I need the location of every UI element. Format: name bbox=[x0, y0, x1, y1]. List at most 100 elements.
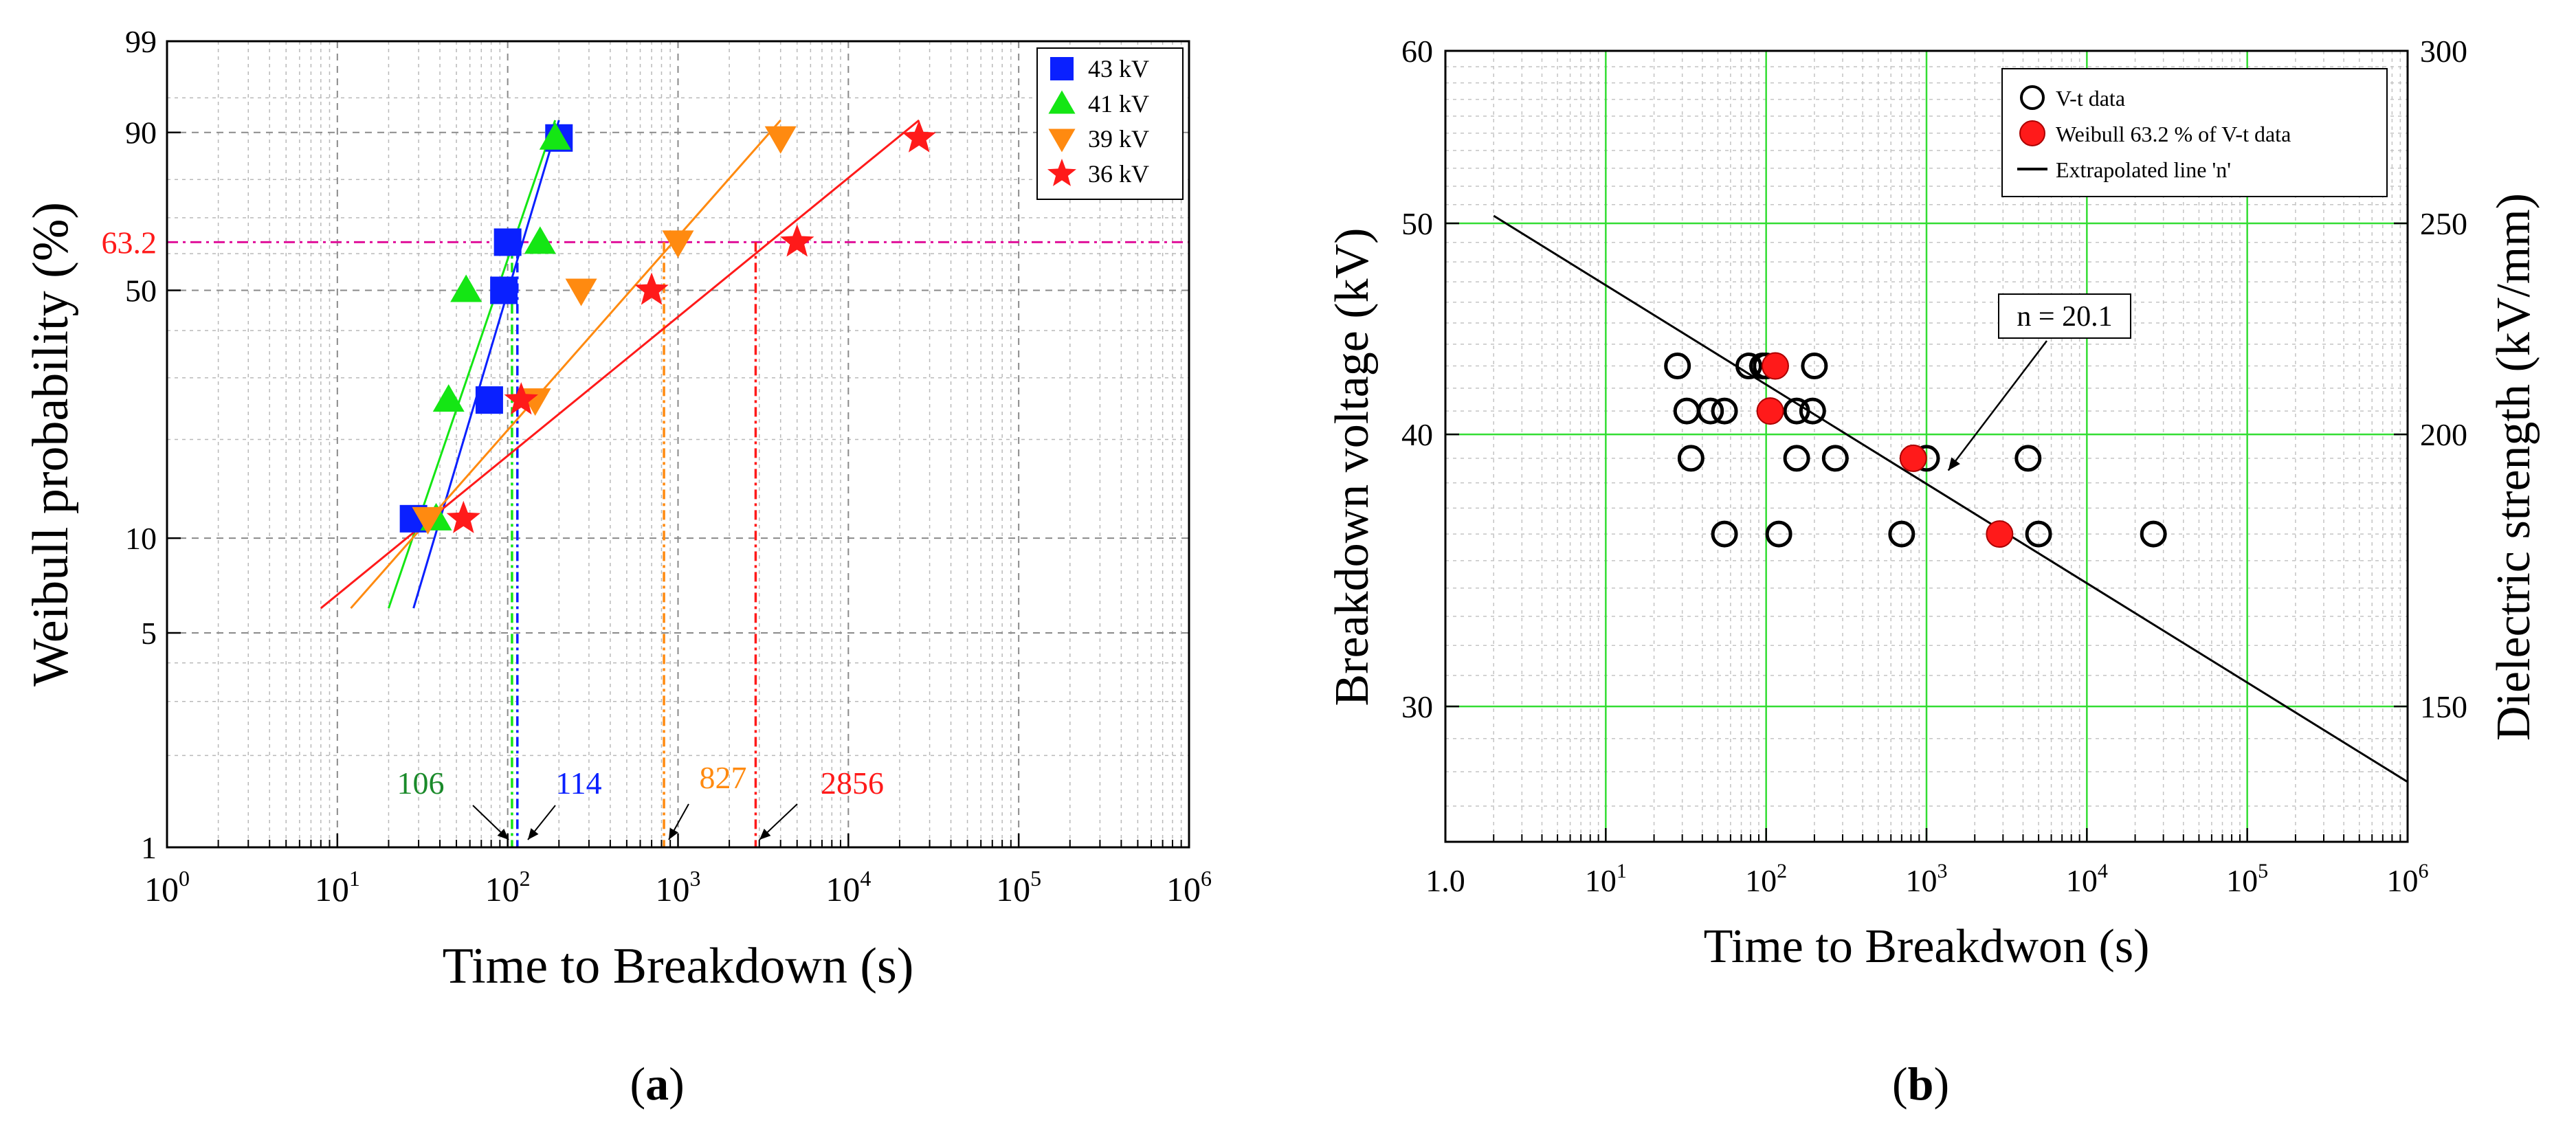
y-tick-label: 1 bbox=[141, 830, 157, 865]
data-point bbox=[450, 274, 482, 302]
x-tick-base: 10 bbox=[996, 870, 1030, 908]
fit-line bbox=[412, 120, 560, 609]
y-axis-title: Weibull probability (%) bbox=[23, 202, 79, 687]
vt-data-point bbox=[2140, 520, 2167, 548]
panel-letter: b bbox=[1908, 1058, 1934, 1110]
y-tick-label: 5 bbox=[141, 616, 157, 651]
data-point bbox=[539, 122, 571, 150]
x-tick-label: 105 bbox=[996, 866, 1041, 908]
y-tick-label: 40 bbox=[1401, 417, 1433, 452]
extrapolated-fit-line bbox=[1493, 214, 2408, 783]
eta-label: 106 bbox=[397, 766, 445, 801]
data-point bbox=[412, 506, 444, 535]
annotation-text: n = 20.1 bbox=[2017, 301, 2112, 333]
vt-data-point bbox=[1783, 445, 1810, 472]
x-tick-exp: 1 bbox=[1617, 860, 1627, 882]
x-tick-base: 10 bbox=[2226, 863, 2258, 898]
fit-line bbox=[320, 119, 920, 610]
x-tick-base: 10 bbox=[825, 870, 860, 908]
eta-arrowhead bbox=[759, 828, 771, 840]
x-tick-label: 106 bbox=[1166, 866, 1212, 908]
data-point bbox=[504, 382, 538, 415]
panel-label-b: (b) bbox=[1892, 1058, 1949, 1110]
y-tick-label: 99 bbox=[125, 24, 157, 59]
data-point bbox=[764, 126, 797, 154]
x-tick-label: 103 bbox=[1906, 860, 1948, 898]
legend-label: V-t data bbox=[2056, 86, 2125, 111]
vt-data-point bbox=[1711, 520, 1738, 548]
y2-tick-label: 150 bbox=[2420, 689, 2467, 724]
annotation-box bbox=[1998, 293, 2131, 339]
y-tick-label: 10 bbox=[125, 521, 157, 556]
x-tick-base: 10 bbox=[485, 870, 520, 908]
y-tick-label: 60 bbox=[1401, 34, 1433, 69]
data-point bbox=[446, 500, 480, 533]
data-point bbox=[475, 386, 503, 414]
y-tick-label: 30 bbox=[1401, 689, 1433, 724]
annotation-arrow bbox=[1947, 340, 2047, 471]
legend-label: 43 kV bbox=[1088, 55, 1149, 82]
data-point bbox=[432, 384, 465, 412]
fit-line bbox=[388, 120, 557, 609]
x-tick-exp: 3 bbox=[690, 866, 701, 891]
legend-marker bbox=[1048, 90, 1076, 114]
x-axis-title: Time to Breakdown (s) bbox=[443, 938, 914, 994]
x-tick-label: 1.0 bbox=[1425, 863, 1465, 898]
data-point bbox=[662, 230, 694, 258]
x-tick-label: 103 bbox=[656, 866, 701, 908]
x-tick-exp: 4 bbox=[860, 866, 871, 891]
x-tick-label: 102 bbox=[1745, 860, 1787, 898]
legend-marker bbox=[1047, 158, 1076, 186]
eta-arrowhead bbox=[528, 828, 539, 840]
paren-open: ( bbox=[1892, 1058, 1908, 1110]
x-tick-label: 101 bbox=[315, 866, 360, 908]
fit-line bbox=[350, 119, 781, 610]
x-tick-base: 10 bbox=[1906, 863, 1937, 898]
x-tick-exp: 5 bbox=[2258, 860, 2268, 882]
legend-label: 39 kV bbox=[1088, 125, 1149, 153]
weibull-point bbox=[1899, 444, 1927, 472]
y-axis-title: Breakdown voltage (kV) bbox=[1326, 228, 1379, 706]
legend-label: 41 kV bbox=[1088, 90, 1149, 118]
panel-b: 1.0 101 102 103 104 105 1063040506015020025030… bbox=[1326, 34, 2540, 1110]
x-tick-base: 10 bbox=[1745, 863, 1777, 898]
vt-data-point bbox=[1801, 353, 1828, 380]
weibull-point bbox=[1986, 520, 2014, 548]
legend-label: Weibull 63.2 % of V-t data bbox=[2056, 122, 2291, 146]
data-point bbox=[490, 276, 518, 304]
x-tick-label: 102 bbox=[485, 866, 531, 908]
x-tick-base: 10 bbox=[2066, 863, 2098, 898]
x-tick-base: 10 bbox=[315, 870, 349, 908]
panel-label-a: (a) bbox=[630, 1058, 685, 1110]
legend-label: Extrapolated line 'n' bbox=[2056, 157, 2231, 182]
paren-close: ) bbox=[669, 1058, 685, 1110]
x-tick-exp: 2 bbox=[1777, 860, 1787, 882]
weibull-point bbox=[1761, 352, 1789, 380]
paren-open: ( bbox=[630, 1058, 646, 1110]
vt-data-point bbox=[1783, 397, 1810, 425]
eta-arrowhead bbox=[497, 828, 509, 840]
x-tick-label: 104 bbox=[825, 866, 871, 908]
x-tick-exp: 5 bbox=[1030, 866, 1041, 891]
vt-data-point bbox=[1664, 353, 1691, 380]
vt-data-point bbox=[1765, 520, 1792, 548]
x-tick-exp: 6 bbox=[2419, 860, 2429, 882]
vt-data-point bbox=[1711, 397, 1738, 425]
weibull-point bbox=[1756, 397, 1784, 425]
x-tick-exp: 2 bbox=[520, 866, 531, 891]
legend-marker-vt bbox=[2020, 85, 2045, 110]
data-point bbox=[902, 120, 936, 153]
x-tick-label: 105 bbox=[2226, 860, 2268, 898]
data-point bbox=[524, 226, 556, 254]
paren-close: ) bbox=[1933, 1058, 1949, 1110]
y-tick-label: 90 bbox=[125, 115, 157, 150]
y2-tick-label: 300 bbox=[2420, 34, 2467, 69]
y2-axis-title: Dielectric strength (kV/mm) bbox=[2487, 193, 2540, 741]
x-tick-exp: 4 bbox=[2098, 860, 2108, 882]
x-axis-title: Time to Breakdwon (s) bbox=[1704, 920, 2150, 973]
x-tick-exp: 1 bbox=[349, 866, 360, 891]
panel-letter: a bbox=[645, 1058, 669, 1110]
x-tick-label: 104 bbox=[2066, 860, 2108, 898]
vt-data-point bbox=[1821, 445, 1849, 472]
